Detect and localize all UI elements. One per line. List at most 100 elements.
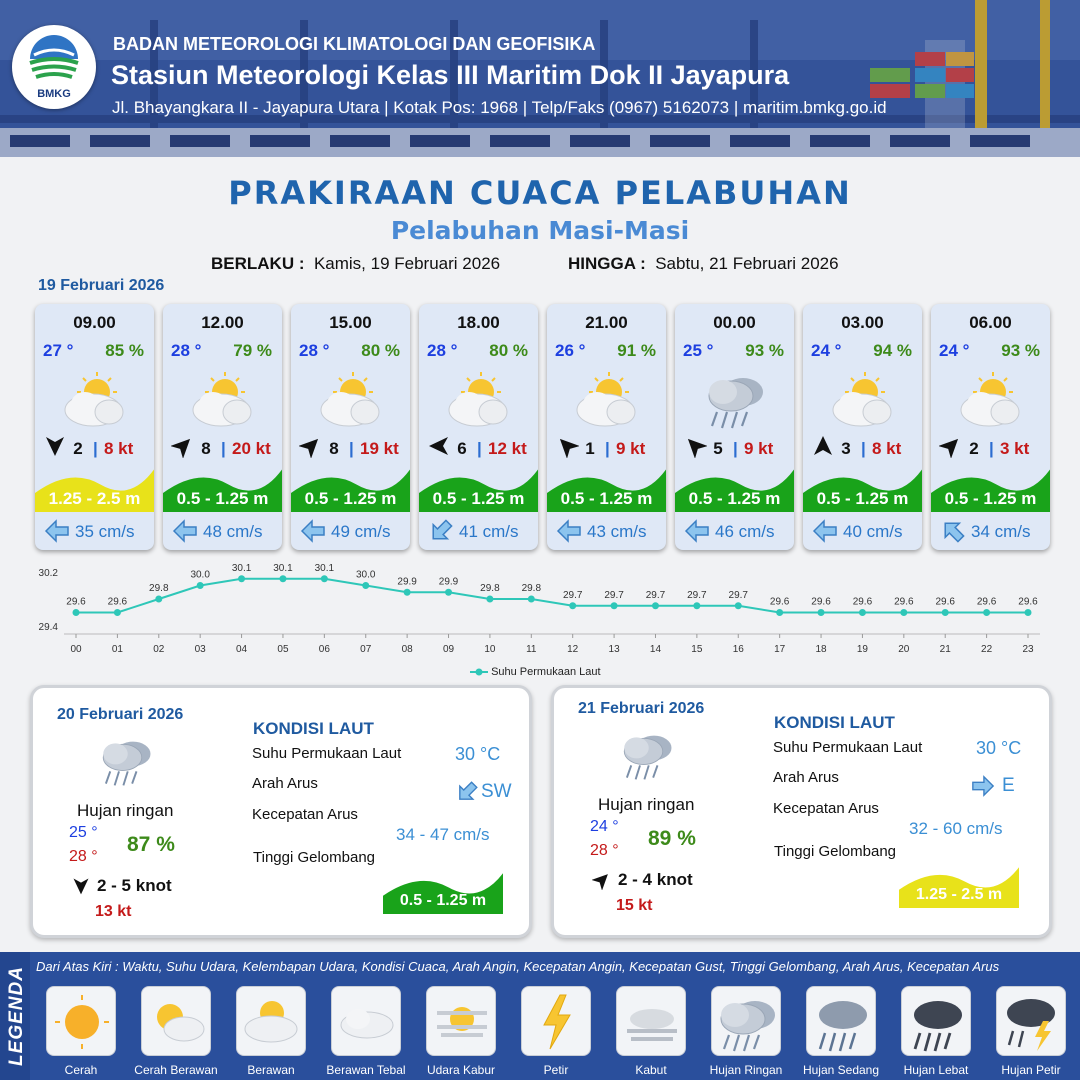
chart-data-label: 29.6: [935, 597, 955, 608]
current-speed-label: Kecepatan Arus: [773, 800, 879, 817]
legend-item-label: Hujan Ringan: [709, 1063, 783, 1077]
day-wind: 2 - 4 knot: [618, 870, 693, 889]
wind-speed: 6: [457, 439, 467, 458]
chart-data-label: 29.6: [853, 597, 873, 608]
air-temperature: 28 °: [427, 341, 458, 360]
chart-point: [72, 609, 80, 616]
forecast-card: 15.00 28 ° 80 % 8 | 19 kt 0.5 - 1.25 m 49 cm/s: [291, 304, 410, 550]
forecast-card: 00.00 25 ° 93 % 5 | 9 kt 0.5 - 1.25 m 46 cm/s: [675, 304, 794, 550]
wind-direction-icon: [73, 878, 89, 895]
current-speed-value: 32 - 60 cm/s: [909, 819, 1003, 838]
chart-series-line: [76, 577, 1028, 614]
sst-value: 30 °C: [455, 744, 501, 764]
chart-data-label: 29.7: [563, 590, 583, 601]
air-temperature: 26 °: [555, 341, 586, 360]
wind-speed: 5: [713, 439, 723, 458]
legend-item-2: [141, 986, 211, 1056]
gust-speed: 8 kt: [104, 439, 134, 458]
moderate-rain-icon: [818, 1001, 867, 1052]
chart-x-tick: 17: [774, 644, 786, 655]
legend-side: [0, 952, 30, 1080]
cloud-sun-icon: [244, 1001, 298, 1043]
chart-data-label: 30.1: [315, 563, 335, 574]
chart-data-label: 29.8: [522, 583, 542, 594]
legend-item-11: [996, 986, 1066, 1056]
light-rain-icon: [102, 741, 151, 786]
wave-height: 0.5 - 1.25 m: [816, 489, 909, 508]
chart-x-tick: 12: [567, 644, 579, 655]
forecast-card: 06.00 24 ° 93 % 2 | 3 kt 0.5 - 1.25 m 34 cm/s: [931, 304, 1050, 550]
chart-data-label: 29.8: [480, 583, 500, 594]
valid-from-label: BERLAKU :: [211, 254, 305, 273]
legend-item-label: Hujan Petir: [1001, 1063, 1061, 1077]
chart-legend-label: Suhu Permukaan Laut: [491, 666, 601, 678]
legend-item-label: Cerah: [64, 1063, 98, 1077]
chart-data-label: 30.1: [232, 563, 252, 574]
legend-item-6: [521, 986, 591, 1056]
legend-item-label: Cerah Berawan: [134, 1063, 218, 1077]
humidity: 80 %: [361, 341, 400, 360]
air-temperature: 24 °: [939, 341, 970, 360]
wind-direction-icon: [592, 874, 608, 890]
gust-speed: 3 kt: [1000, 439, 1030, 458]
legend-item-5: [426, 986, 496, 1056]
chart-point: [817, 609, 825, 616]
legend-item-10: [901, 986, 971, 1056]
wave-height: 1.25 - 2.5 m: [48, 489, 141, 508]
current-speed: 34 cm/s: [971, 522, 1031, 541]
valid-from-value: Kamis, 19 Februari 2026: [313, 254, 501, 273]
gust-speed: 12 kt: [488, 439, 527, 458]
humidity: 80 %: [489, 341, 528, 360]
valid-to-value: Sabtu, 21 Februari 2026: [655, 254, 839, 273]
chart-x-tick: 18: [815, 644, 827, 655]
humidity: 93 %: [745, 341, 784, 360]
chart-point: [527, 595, 535, 603]
chart-x-tick: 20: [898, 644, 910, 655]
day-gust: 15 kt: [616, 897, 653, 914]
wind-direction-icon: [171, 438, 191, 458]
chart-point: [569, 602, 577, 610]
separator: |: [477, 439, 482, 458]
port-illustration: [0, 0, 1080, 157]
chart-x-tick: 03: [195, 644, 207, 655]
chart-x-tick: 16: [733, 644, 745, 655]
wave-height: 0.5 - 1.25 m: [560, 489, 653, 508]
wave-height: 0.5 - 1.25 m: [432, 489, 525, 508]
chart-point: [983, 609, 991, 616]
sun-cloud-icon: [64, 372, 124, 427]
chart-point: [403, 588, 411, 596]
forecast-time: 12.00: [201, 313, 244, 332]
current-speed: 40 cm/s: [843, 522, 903, 541]
legend-item-label: Hujan Lebat: [903, 1063, 969, 1077]
chart-point: [1024, 609, 1032, 616]
chart-x-tick: 00: [70, 644, 82, 655]
bmkg-logo: BMKG: [12, 25, 96, 109]
forecast-card: 21.00 26 ° 91 % 1 | 9 kt 0.5 - 1.25 m 43 cm/s: [547, 304, 666, 550]
wave-height-label: Tinggi Gelombang: [774, 843, 897, 860]
humidity: 79 %: [233, 341, 272, 360]
separator: |: [605, 439, 610, 458]
sun-cloud-icon: [448, 372, 508, 427]
humidity: 93 %: [1001, 341, 1040, 360]
wind-direction-icon: [559, 438, 579, 458]
chart-point: [610, 602, 618, 610]
wind-speed: 2: [73, 439, 83, 458]
humidity: 91 %: [617, 341, 656, 360]
separator: |: [989, 439, 994, 458]
gust-speed: 9 kt: [744, 439, 774, 458]
light-rain-icon: [623, 735, 672, 780]
chart-x-tick: 06: [319, 644, 331, 655]
wave-shape: [803, 469, 922, 512]
wave-shape: [163, 469, 282, 512]
current-direction-label: Arah Arus: [252, 775, 318, 792]
air-temperature: 25 °: [683, 341, 714, 360]
agency-name: BADAN METEOROLOGI KLIMATOLOGI DAN GEOFIS…: [113, 34, 596, 54]
day-humidity: 89 %: [648, 827, 696, 850]
valid-from: BERLAKU : Kamis, 19 Februari 2026: [211, 254, 500, 274]
air-temperature: 27 °: [43, 341, 74, 360]
chart-x-tick: 01: [112, 644, 124, 655]
gust-speed: 20 kt: [232, 439, 271, 458]
header-banner: BMKG BADAN METEOROLOGI KLIMATOLOGI DAN G…: [0, 0, 1080, 157]
wave-shape: [899, 867, 1019, 908]
current-speed-label: Kecepatan Arus: [252, 806, 358, 823]
